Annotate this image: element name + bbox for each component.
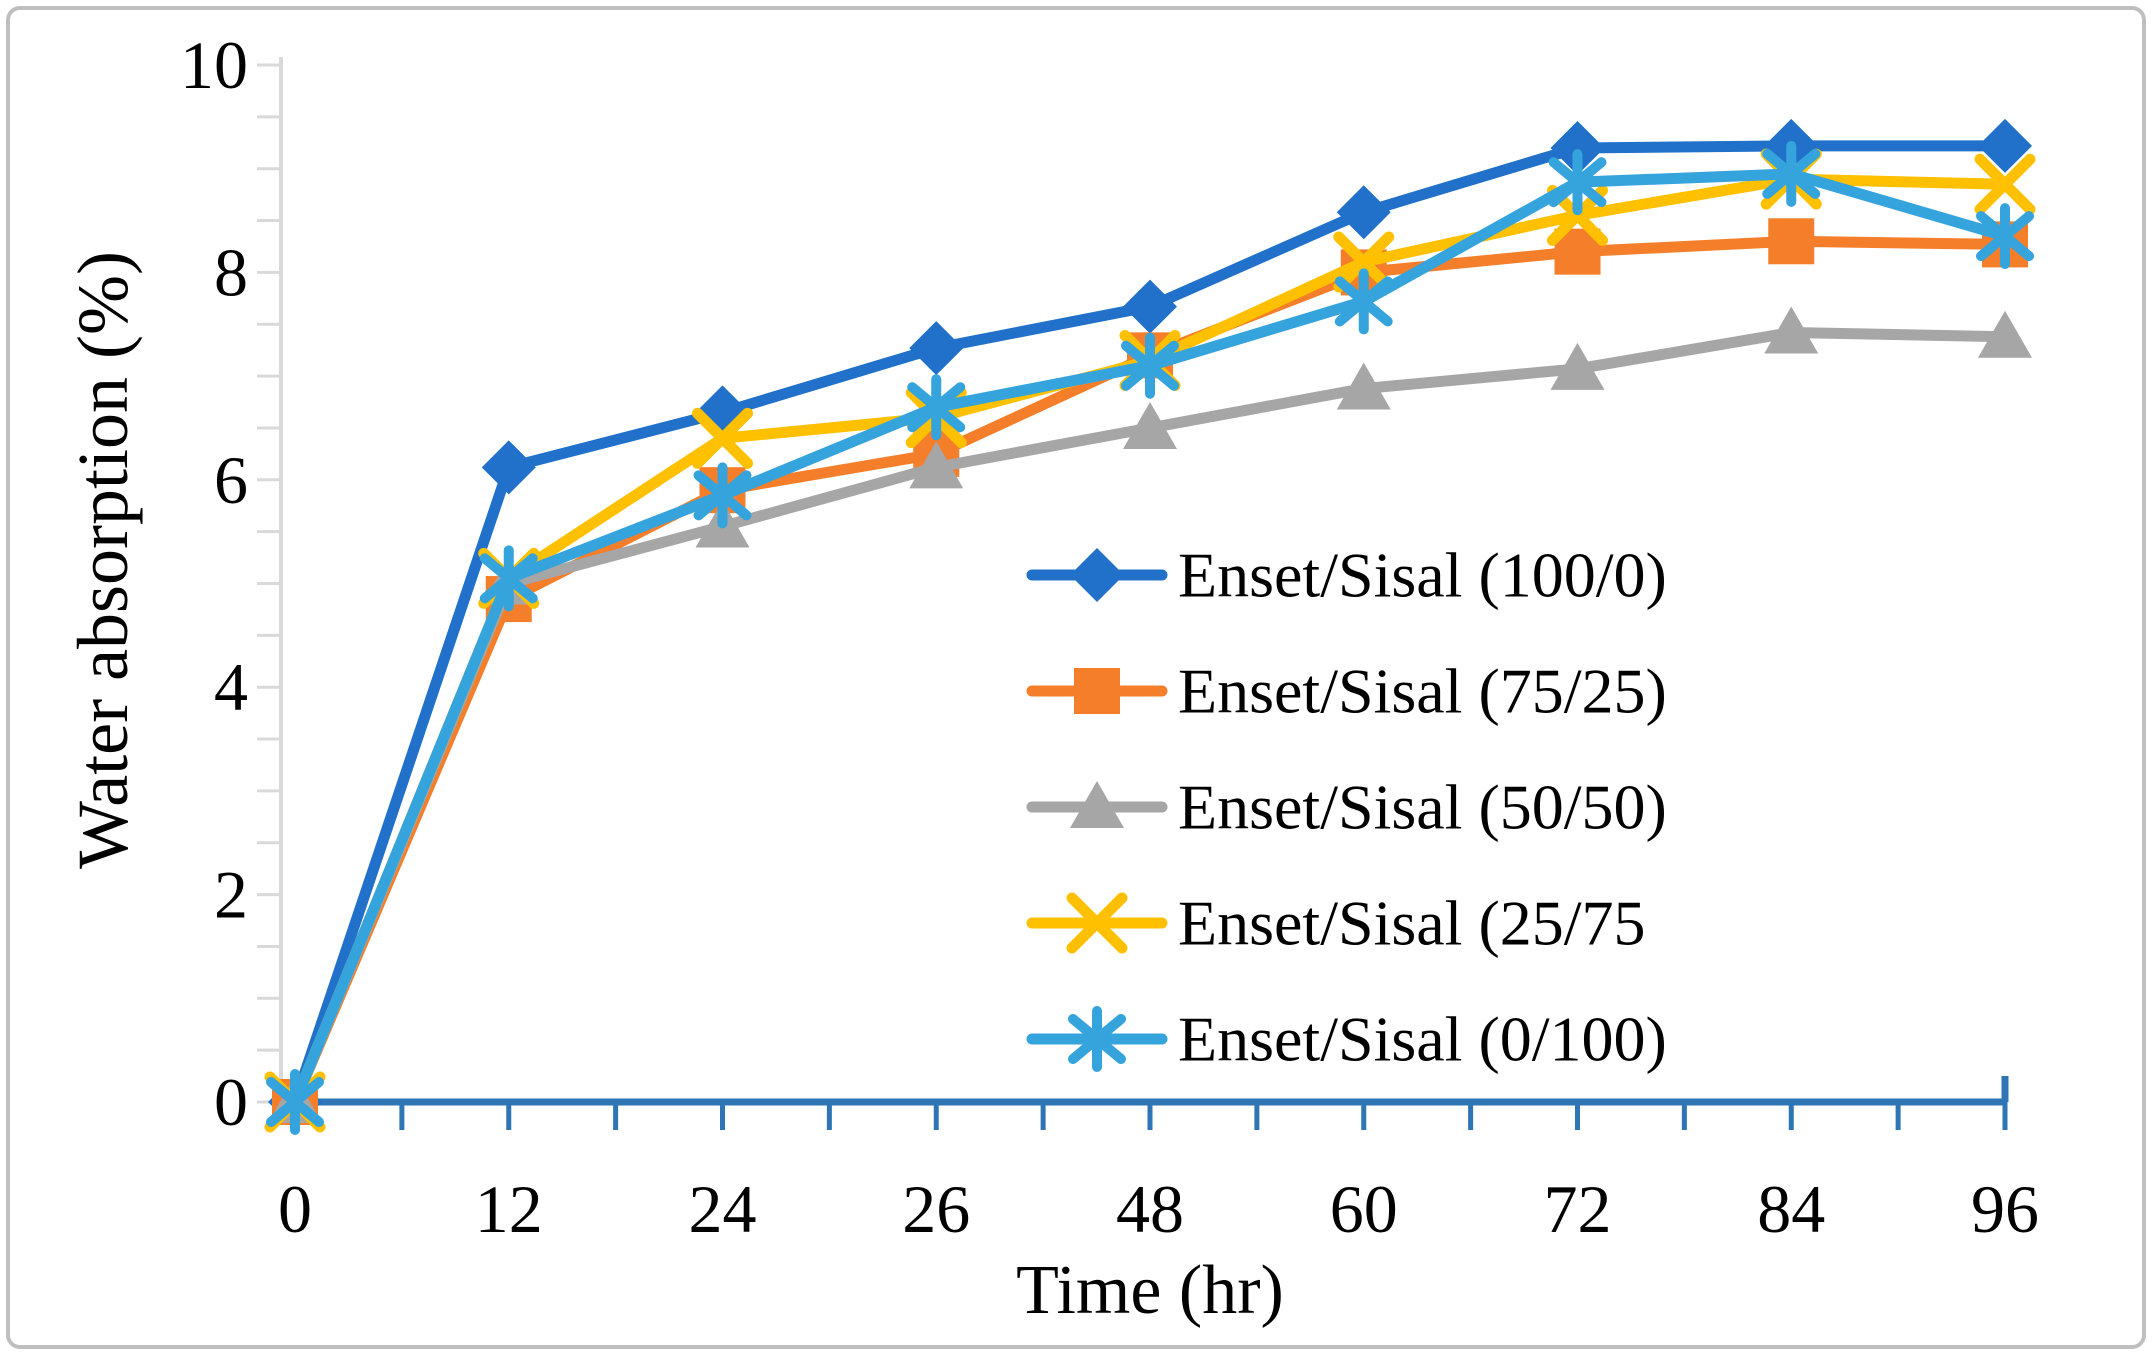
x-marker	[692, 407, 753, 469]
x-tick-label: 84	[1757, 1171, 1825, 1247]
asterisk-marker	[907, 374, 966, 441]
legend-item-4: Enset/Sisal (0/100)	[1026, 1004, 1667, 1075]
asterisk-marker	[266, 1069, 324, 1135]
triangle-marker	[1978, 310, 2032, 358]
x-tick-label: 12	[475, 1171, 543, 1247]
legend-item-1: Enset/Sisal (75/25)	[1026, 656, 1667, 727]
diamond-marker	[909, 321, 964, 376]
legend: Enset/Sisal (100/0) Enset/Sisal (75/25) En…	[1026, 540, 1667, 1075]
x-tick-label: 0	[278, 1171, 312, 1247]
asterisk-marker	[1121, 332, 1179, 399]
x-tick-label: 60	[1330, 1171, 1398, 1247]
y-tick-label: 4	[214, 649, 248, 725]
x-axis: 0 12 24 26 48 60 72 84 96	[278, 1076, 2039, 1247]
asterisk-marker	[1334, 268, 1393, 335]
x-tick-label: 24	[689, 1171, 757, 1247]
square-marker	[1074, 668, 1120, 714]
triangle-marker	[1070, 781, 1124, 828]
diamond-marker	[1336, 185, 1391, 240]
x-marker	[1066, 892, 1128, 954]
asterisk-marker	[693, 462, 752, 529]
x-marker	[1974, 153, 2036, 215]
legend-item-0: Enset/Sisal (100/0)	[1026, 540, 1667, 611]
legend-label: Enset/Sisal (75/25)	[1178, 656, 1667, 727]
y-axis: 0 2 4 6 8 10	[180, 27, 283, 1140]
diamond-marker	[1978, 118, 2032, 173]
x-tick-label: 26	[902, 1171, 970, 1247]
diamond-marker	[1070, 548, 1124, 602]
x-tick-label: 96	[1971, 1171, 2039, 1247]
asterisk-marker	[1762, 140, 1821, 207]
legend-label: Enset/Sisal (25/75	[1178, 888, 1646, 959]
y-tick-label: 0	[214, 1064, 248, 1140]
triangle-marker	[1550, 342, 1605, 390]
legend-item-3: Enset/Sisal (25/75	[1026, 888, 1646, 959]
y-tick-label: 6	[214, 442, 248, 518]
series-4	[266, 140, 2034, 1135]
triangle-marker	[1336, 362, 1391, 410]
x-marker	[1333, 231, 1395, 293]
x-tick-label: 72	[1544, 1171, 1612, 1247]
diamond-marker	[1123, 279, 1177, 334]
x-axis-title: Time (hr)	[1016, 1252, 1284, 1329]
asterisk-marker	[479, 545, 538, 612]
legend-item-2: Enset/Sisal (50/50)	[1026, 772, 1667, 843]
y-tick-label: 2	[214, 857, 248, 933]
y-tick-label: 10	[180, 27, 248, 103]
asterisk-marker	[1548, 149, 1607, 216]
series-2	[268, 306, 2032, 1123]
y-tick-label: 8	[214, 234, 248, 310]
legend-label: Enset/Sisal (50/50)	[1178, 772, 1667, 843]
legend-label: Enset/Sisal (100/0)	[1178, 540, 1667, 611]
asterisk-marker	[1976, 203, 2034, 270]
square-marker	[1768, 218, 1815, 265]
triangle-marker	[1123, 401, 1177, 449]
diamond-marker	[481, 440, 536, 495]
figure-border	[6, 6, 2146, 1349]
triangle-marker	[1764, 306, 1819, 354]
legend-label: Enset/Sisal (0/100)	[1178, 1004, 1667, 1075]
diamond-marker	[1550, 120, 1605, 175]
asterisk-marker	[1068, 1006, 1126, 1072]
y-axis-title: Water absorption (%)	[63, 251, 143, 869]
x-tick-label: 48	[1116, 1171, 1184, 1247]
series-0	[268, 118, 2032, 1129]
triangle-marker	[909, 441, 964, 489]
